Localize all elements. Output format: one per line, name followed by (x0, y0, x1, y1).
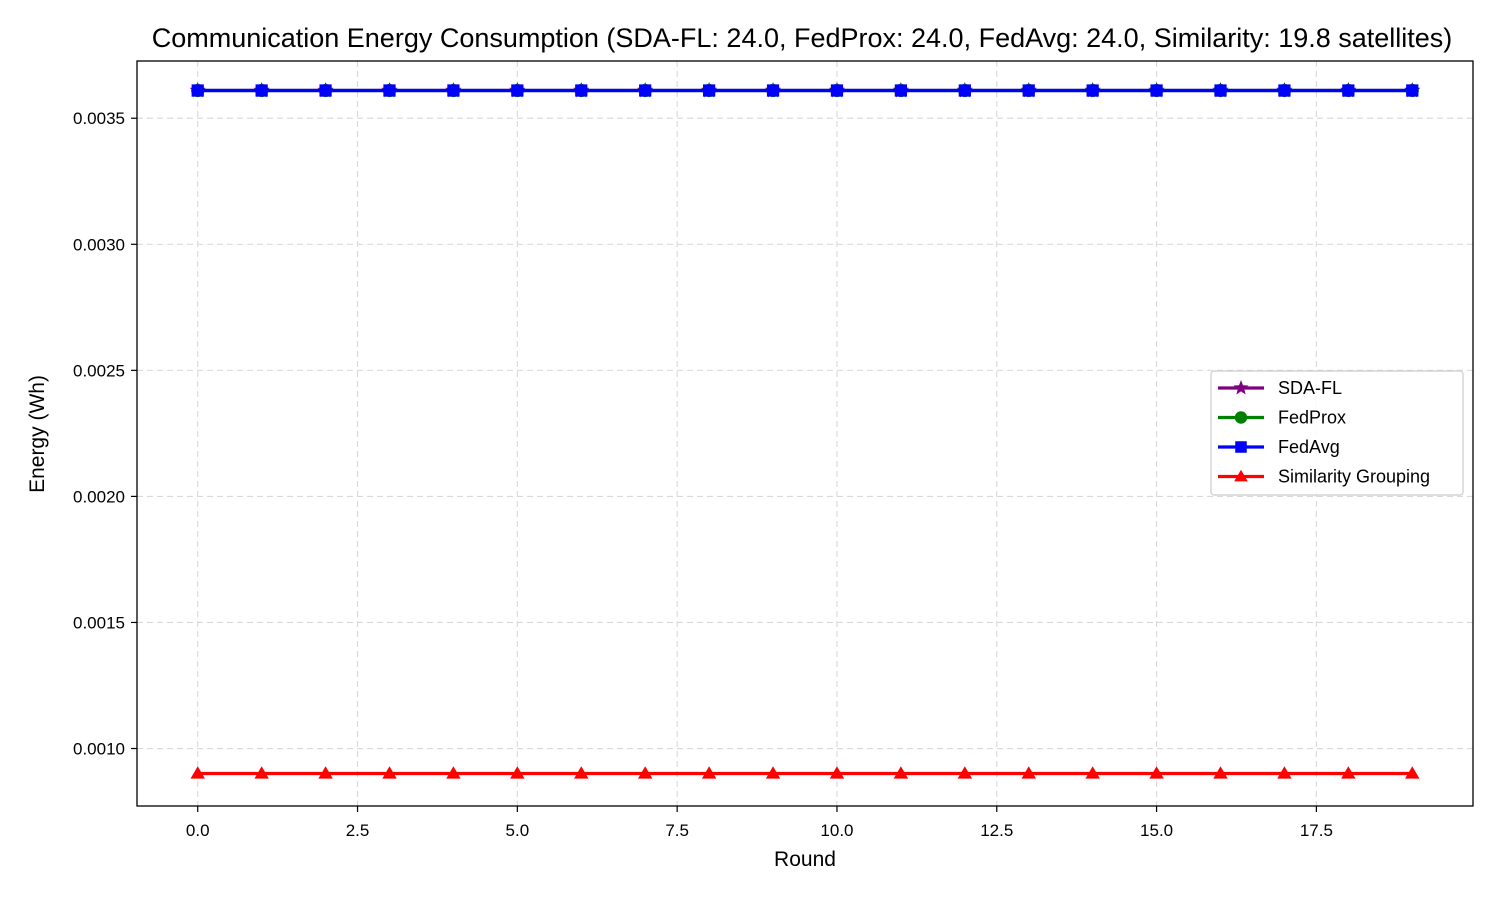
x-tick-label: 12.5 (980, 821, 1013, 840)
series-group (189, 82, 1421, 779)
data-point-similarity-grouping (1277, 766, 1292, 779)
data-point-fedavg (958, 84, 971, 97)
chart-title: Communication Energy Consumption (SDA-FL… (152, 23, 1453, 53)
data-point-fedavg (766, 84, 780, 97)
y-tick-label: 0.0030 (73, 235, 125, 254)
x-tick-label: 2.5 (346, 821, 370, 840)
data-point-fedavg (447, 84, 460, 97)
data-point-fedavg (1150, 84, 1163, 97)
data-point-similarity-grouping (1213, 766, 1228, 779)
data-point-similarity-grouping (1149, 766, 1164, 779)
data-point-fedavg (1278, 84, 1291, 97)
data-point-fedavg (1342, 84, 1355, 97)
data-point-similarity-grouping (1405, 766, 1420, 779)
x-tick-label: 17.5 (1300, 821, 1333, 840)
legend-label: Similarity Grouping (1278, 467, 1430, 487)
legend-label: FedAvg (1278, 437, 1340, 457)
data-point-similarity-grouping (446, 766, 461, 779)
data-point-fedavg (191, 84, 204, 97)
x-tick-label: 5.0 (506, 821, 530, 840)
data-point-similarity-grouping (190, 766, 205, 779)
data-point-similarity-grouping (893, 766, 909, 779)
data-point-fedavg (319, 84, 332, 97)
data-point-fedavg (702, 84, 716, 97)
legend-marker (1234, 411, 1248, 424)
y-tick-label: 0.0010 (73, 740, 125, 759)
data-point-similarity-grouping (829, 766, 845, 779)
data-point-similarity-grouping (701, 766, 717, 779)
data-point-similarity-grouping (510, 766, 525, 779)
data-point-fedavg (830, 84, 844, 97)
x-tick-label: 0.0 (186, 821, 210, 840)
data-point-similarity-grouping (318, 766, 333, 779)
data-point-similarity-grouping (1085, 766, 1100, 779)
data-point-similarity-grouping (765, 766, 781, 779)
data-point-fedavg (1406, 84, 1419, 97)
data-point-similarity-grouping (1021, 766, 1036, 779)
data-point-similarity-grouping (254, 766, 269, 779)
y-tick-label: 0.0020 (73, 487, 125, 506)
data-point-fedavg (1214, 84, 1227, 97)
data-point-fedavg (639, 84, 652, 97)
legend-box (1210, 370, 1464, 496)
x-tick-label: 10.0 (820, 821, 853, 840)
data-point-fedavg (894, 84, 908, 97)
legend: SDA-FL FedProx FedAvg Similarity Grouping (1210, 370, 1464, 496)
axis-ticks: 0.0 2.5 5.0 7.5 10.0 12.5 15.0 17.5 0.0010 0.0015… (73, 109, 1333, 840)
data-point-fedavg (1086, 84, 1099, 97)
data-point-fedavg (575, 84, 588, 97)
legend-marker (1235, 441, 1247, 453)
data-point-similarity-grouping (574, 766, 589, 779)
legend-label: SDA-FL (1278, 378, 1342, 398)
x-tick-label: 7.5 (665, 821, 689, 840)
grid-lines (137, 61, 1473, 806)
data-point-fedavg (511, 84, 524, 97)
legend-marker (1233, 380, 1249, 395)
legend-marker (1234, 469, 1248, 482)
data-point-fedavg (1022, 84, 1035, 97)
x-axis-label: Round (774, 848, 836, 871)
data-point-fedavg (383, 84, 396, 97)
y-axis-label: Energy (Wh) (26, 375, 49, 493)
data-point-similarity-grouping (382, 766, 397, 779)
data-point-similarity-grouping (957, 766, 973, 779)
x-tick-label: 15.0 (1140, 821, 1173, 840)
data-point-fedavg (255, 84, 268, 97)
y-tick-label: 0.0015 (73, 613, 125, 632)
y-tick-label: 0.0025 (73, 361, 125, 380)
y-tick-label: 0.0035 (73, 109, 125, 128)
plot-frame (136, 60, 1474, 807)
legend-label: FedProx (1278, 408, 1346, 428)
data-point-similarity-grouping (637, 766, 653, 779)
data-point-similarity-grouping (1341, 766, 1356, 779)
